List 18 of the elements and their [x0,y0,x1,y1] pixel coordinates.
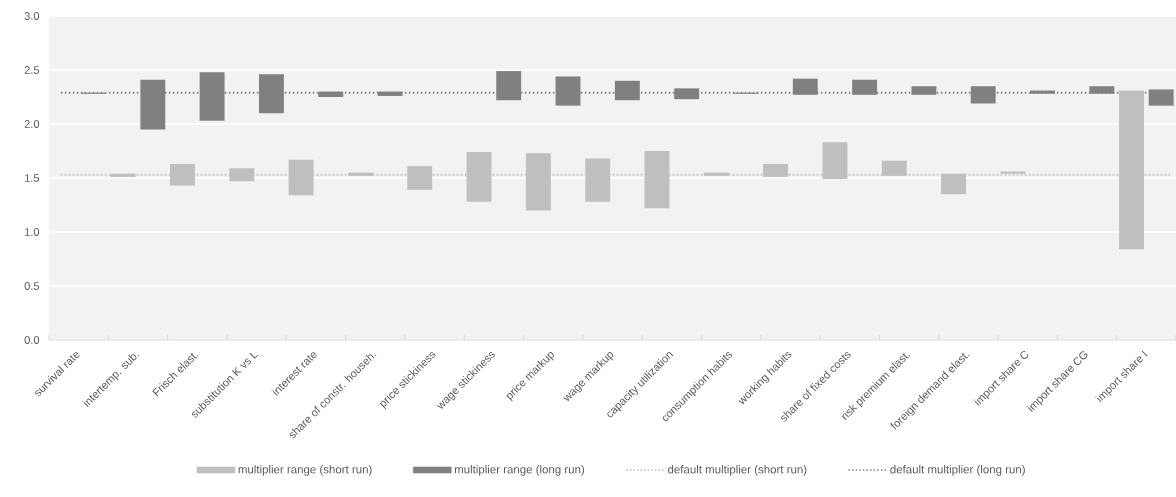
y-tick-label: 0.5 [24,282,40,290]
bar [585,158,611,202]
bar [792,78,818,95]
legend-label: multiplier range (long run) [454,465,585,476]
y-tick-label: 1.0 [24,228,40,236]
bar [229,168,255,182]
legend-label: default multiplier (long run) [890,465,1025,476]
bar [288,159,314,196]
y-tick-label: 2.0 [24,120,40,128]
y-tick-label: 3.0 [24,12,40,20]
y-tick-label: 2.5 [24,66,40,74]
y-tick-label: 0.0 [24,336,40,344]
legend-label: multiplier range (short run) [238,465,372,476]
legend-label: default multiplier (short run) [668,465,807,476]
bar [941,173,967,195]
bar [1148,89,1174,106]
y-tick-label: 1.5 [24,174,40,182]
bar [1089,86,1115,94]
